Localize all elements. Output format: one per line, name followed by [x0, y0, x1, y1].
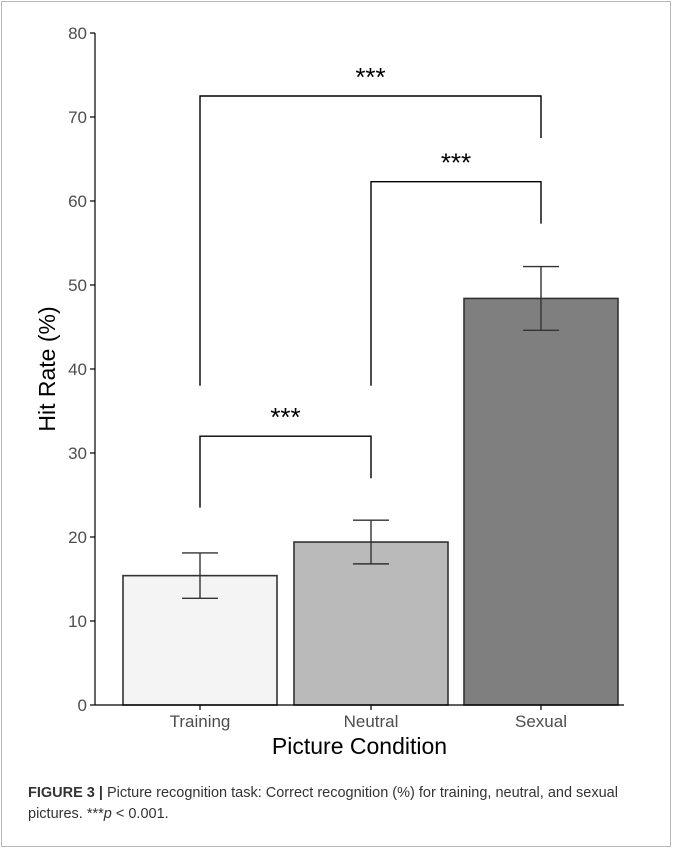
significance-label-1: ***: [270, 402, 300, 432]
y-tick-label-50: 50: [68, 276, 87, 295]
caption-label: FIGURE 3 |: [28, 785, 103, 801]
significance-bracket-2: [370, 180, 542, 386]
y-ticks: 0 10 20 30 40 50 60 70 80: [68, 24, 95, 715]
y-tick-label-10: 10: [68, 612, 87, 631]
x-tick-label-sexual: Sexual: [515, 712, 567, 731]
x-tick-label-neutral: Neutral: [344, 712, 399, 731]
y-tick-label-20: 20: [68, 528, 87, 547]
figure-caption: FIGURE 3 | Picture recognition task: Cor…: [28, 783, 648, 825]
y-tick-label-60: 60: [68, 192, 87, 211]
bar-chart: *** *** *** 0 10 20 30 40 50 60 70 80 Training Neut…: [34, 24, 624, 759]
caption-p-symbol: p: [103, 806, 112, 822]
significance-label-2: ***: [441, 148, 471, 178]
bar-sexual: [463, 297, 619, 706]
error-bars-layer: [182, 265, 559, 600]
significance-label-3: ***: [355, 62, 385, 92]
y-tick-label-80: 80: [68, 24, 87, 43]
significance-bracket-1: [199, 435, 372, 508]
bar-neutral: [293, 541, 449, 706]
significance-brackets: *** *** ***: [199, 62, 542, 508]
x-axis-title: Picture Condition: [272, 733, 447, 759]
y-tick-label-0: 0: [78, 696, 87, 715]
y-tick-label-70: 70: [68, 108, 87, 127]
y-tick-label-30: 30: [68, 444, 87, 463]
caption-text: Picture recognition task: Correct recogn…: [28, 785, 618, 822]
y-tick-label-40: 40: [68, 360, 87, 379]
x-ticks: Training Neutral Sexual: [170, 705, 567, 731]
y-axis-title: Hit Rate (%): [34, 306, 60, 431]
significance-bracket-3: [199, 95, 542, 386]
caption-text-end: < 0.001.: [111, 806, 169, 822]
x-tick-label-training: Training: [170, 712, 231, 731]
